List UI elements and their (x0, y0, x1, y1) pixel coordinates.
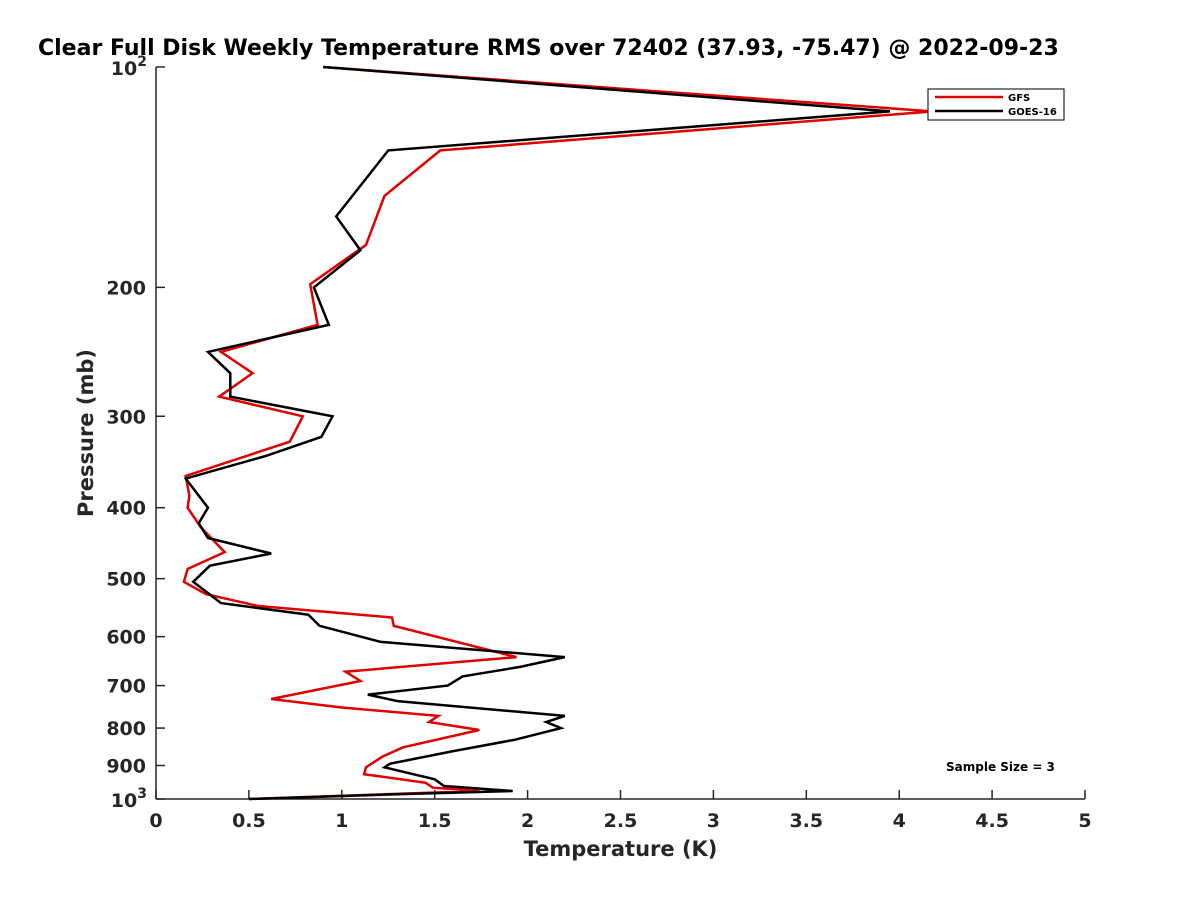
legend-box (927, 88, 1065, 121)
x-ticks: 0 0.5 1 1.5 2 2.5 3 3.5 4 4.5 5 (149, 790, 1092, 832)
legend-label-goes16: GOES-16 (1008, 107, 1057, 118)
series-line-goes16 (183, 65, 890, 801)
x-tick-label: 2 (521, 810, 534, 832)
y-tick-label: 400 (106, 498, 146, 520)
chart-title: Clear Full Disk Weekly Temperature RMS o… (38, 36, 1059, 61)
y-tick-label: 800 (106, 718, 146, 740)
x-tick-label: 0.5 (232, 810, 266, 832)
y-tick-label-exponent: 2 (137, 54, 147, 70)
x-axis-label: Temperature (K) (524, 837, 718, 861)
x-tick-label: 1 (335, 810, 348, 832)
series-lines (182, 65, 933, 801)
x-tick-label: 3 (707, 810, 720, 832)
y-tick-label-base: 10 (111, 58, 137, 80)
plot-area: 0 0.5 1 1.5 2 2.5 3 3.5 4 4.5 5 102200300400500600… (106, 54, 1091, 832)
y-tick-label: 900 (106, 756, 146, 778)
y-tick-label: 102 (111, 54, 147, 80)
x-tick-label: 3.5 (789, 810, 823, 832)
x-tick-label: 0 (149, 810, 162, 832)
series-line-gfs (182, 65, 933, 801)
sample-size-annotation: Sample Size = 3 (946, 760, 1055, 774)
x-tick-label: 2.5 (604, 810, 638, 832)
y-tick-label-base: 10 (111, 790, 137, 812)
y-tick-label: 600 (106, 627, 146, 649)
y-tick-label-exponent: 3 (137, 786, 147, 802)
y-axis-label: Pressure (mb) (74, 349, 98, 517)
y-tick-label: 500 (106, 569, 146, 591)
legend-label-gfs: GFS (1008, 93, 1030, 104)
y-tick-label: 700 (106, 676, 146, 698)
x-tick-label: 4 (893, 810, 906, 832)
x-tick-label: 5 (1078, 810, 1091, 832)
y-tick-label: 200 (106, 277, 146, 299)
y-tick-label: 300 (106, 406, 146, 428)
y-tick-label: 103 (111, 786, 147, 812)
legend: GFS GOES-16 (927, 88, 1065, 121)
x-tick-label: 1.5 (418, 810, 452, 832)
x-tick-label: 4.5 (975, 810, 1009, 832)
